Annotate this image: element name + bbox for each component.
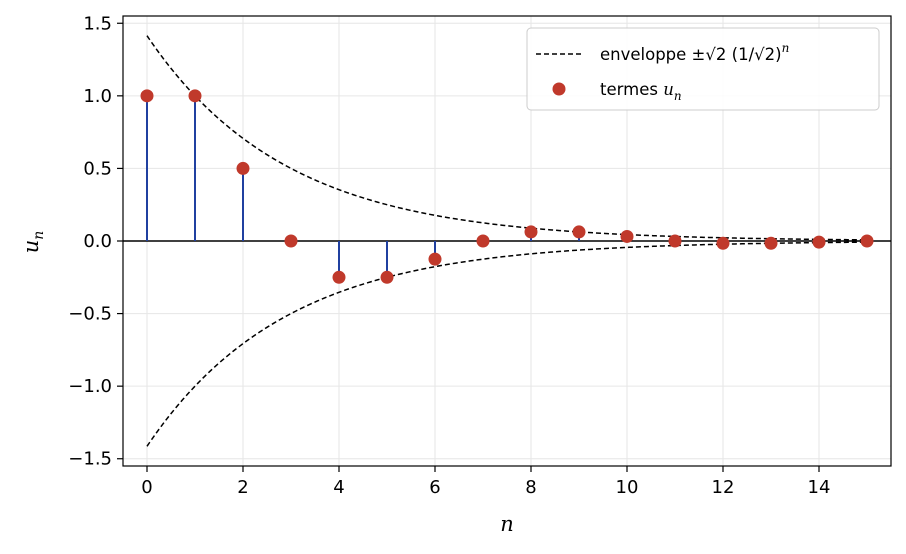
y-tick-label: −0.5: [68, 304, 112, 325]
y-tick-label: 0.5: [83, 158, 112, 179]
y-tick-label: 1.5: [83, 13, 112, 34]
y-tick-label: 0.0: [83, 231, 112, 252]
data-point: [668, 234, 682, 248]
legend-box: [526, 27, 880, 111]
data-point: [428, 252, 442, 266]
legend-terms-marker: [552, 82, 566, 96]
y-axis-label: un: [19, 231, 47, 254]
x-tick-label: 6: [429, 477, 440, 498]
x-tick-label: 14: [808, 477, 831, 498]
data-point: [236, 161, 250, 175]
legend-envelope-math: √2 (1/√2): [705, 45, 781, 64]
y-tick-label: −1.5: [68, 449, 112, 470]
x-tick-label: 8: [525, 477, 536, 498]
envelope-upper: [146, 35, 868, 241]
data-point: [860, 234, 874, 248]
legend-terms-text: termes: [600, 80, 663, 99]
data-point: [716, 236, 730, 250]
x-tick-label: 4: [333, 477, 344, 498]
envelope-lines: [146, 35, 868, 447]
x-tick-label: 12: [712, 477, 735, 498]
data-point: [140, 89, 154, 103]
data-point: [812, 235, 826, 249]
data-point: [380, 270, 394, 284]
data-point: [620, 229, 634, 243]
x-axis: 0 2 4 6 8 10 12 14: [141, 466, 830, 498]
data-point: [188, 89, 202, 103]
legend-terms-sub: n: [674, 89, 682, 103]
legend-terms-math: u: [663, 80, 674, 99]
y-axis-label-main: u: [19, 240, 43, 254]
y-tick-label: 1.0: [83, 86, 112, 107]
legend-envelope-text: enveloppe ±: [600, 45, 705, 64]
x-tick-label: 10: [616, 477, 639, 498]
y-axis: −1.5 −1.0 −0.5 0.0 0.5 1.0 1.5: [68, 13, 123, 470]
envelope-lower: [146, 241, 868, 447]
legend-envelope-label: enveloppe ±√2 (1/√2)n: [600, 41, 789, 64]
markers: [140, 89, 874, 284]
y-tick-label: −1.0: [68, 376, 112, 397]
data-point: [764, 236, 778, 250]
data-point: [524, 225, 538, 239]
legend: enveloppe ±√2 (1/√2)n termes un: [526, 27, 880, 111]
data-point: [476, 234, 490, 248]
x-axis-label: n: [500, 512, 514, 536]
x-tick-label: 2: [237, 477, 248, 498]
x-tick-label: 0: [141, 477, 152, 498]
data-point: [332, 270, 346, 284]
legend-terms-label: termes un: [600, 80, 682, 103]
y-axis-label-sub: n: [31, 231, 47, 240]
data-point: [572, 225, 586, 239]
legend-envelope-sup: n: [782, 41, 790, 55]
data-point: [284, 234, 298, 248]
